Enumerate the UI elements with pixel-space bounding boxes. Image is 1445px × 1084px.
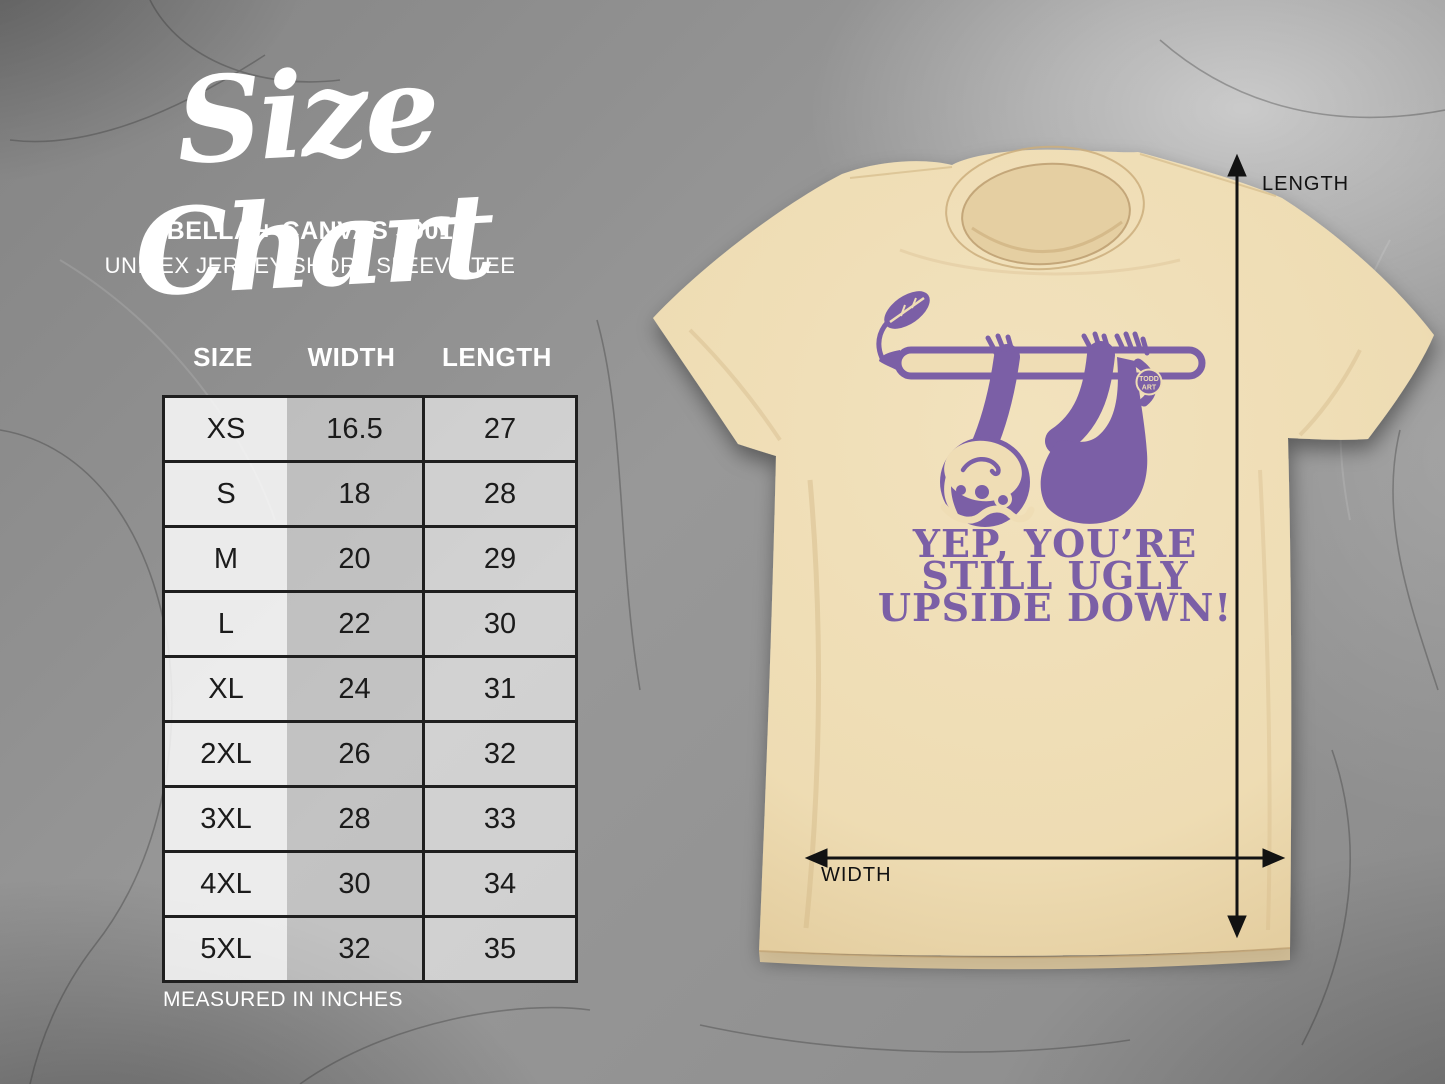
cell-size: L	[165, 593, 287, 655]
sloth-eye-left	[956, 485, 966, 495]
cell-length: 30	[422, 593, 575, 655]
cell-length: 33	[422, 788, 575, 850]
leaf	[884, 291, 930, 329]
badge-text-bottom: ART	[1142, 385, 1157, 392]
sloth-nose	[975, 485, 989, 499]
cell-width: 28	[287, 788, 422, 850]
shirt-slogan-line-1: YEP, YOU’RE	[912, 521, 1197, 566]
hem-fold	[758, 947, 1291, 970]
cell-width: 24	[287, 658, 422, 720]
product-name: BELLA + CANVAS 3001	[166, 217, 454, 245]
length-arrow	[1227, 153, 1247, 939]
collar	[849, 145, 1277, 271]
length-label: LENGTH	[1262, 173, 1350, 195]
cell-length: 32	[422, 723, 575, 785]
cell-width: 16.5	[287, 398, 422, 460]
cell-width: 32	[287, 918, 422, 980]
sloth-graphic: TODD ART YEP, YOU’RE STILL UGLY UPSIDE D…	[876, 291, 1232, 630]
width-arrow	[804, 848, 1286, 868]
table-row: 4XL 30 34	[162, 850, 578, 918]
shirt-slogan-line-3: UPSIDE DOWN!	[878, 585, 1232, 630]
table-row: L 22 30	[162, 590, 578, 658]
cell-length: 27	[422, 398, 575, 460]
cell-width: 18	[287, 463, 422, 525]
cell-length: 31	[422, 658, 575, 720]
cell-size: S	[165, 463, 287, 525]
cell-width: 26	[287, 723, 422, 785]
cell-size: XS	[165, 398, 287, 460]
table-row: 5XL 32 35	[162, 915, 578, 983]
sloth-body	[1040, 357, 1148, 524]
cell-width: 30	[287, 853, 422, 915]
column-header-width: WIDTH	[307, 342, 396, 372]
cell-size: 4XL	[165, 853, 287, 915]
sloth-mouth	[940, 503, 1035, 524]
sloth-claws	[985, 331, 1150, 356]
cell-length: 34	[422, 853, 575, 915]
cell-size: XL	[165, 658, 287, 720]
cell-size: 5XL	[165, 918, 287, 980]
sloth-head	[940, 437, 1035, 527]
cell-size: M	[165, 528, 287, 590]
column-header-length: LENGTH	[442, 342, 552, 372]
brand-badge: TODD ART	[1135, 368, 1163, 396]
cell-size: 3XL	[165, 788, 287, 850]
size-table: XS 16.5 27 S 18 28 M 20 29 L 22 30 XL 24…	[162, 395, 578, 983]
product-subtitle: UNISEX JERSEY SHORT SLEEVE TEE	[104, 253, 516, 278]
badge-text-top: TODD	[1139, 376, 1159, 383]
cell-length: 35	[422, 918, 575, 980]
width-label: WIDTH	[821, 864, 892, 886]
table-row: XL 24 31	[162, 655, 578, 723]
column-header-size: SIZE	[193, 342, 253, 372]
cell-width: 20	[287, 528, 422, 590]
table-row: M 20 29	[162, 525, 578, 593]
shirt-slogan-line-2: STILL UGLY	[921, 553, 1188, 598]
fabric-wrinkles	[688, 248, 1362, 931]
cell-length: 29	[422, 528, 575, 590]
table-footnote: MEASURED IN INCHES	[163, 988, 404, 1011]
shirt-slogan: YEP, YOU’RE STILL UGLY UPSIDE DOWN!	[878, 521, 1232, 630]
sloth-eye-right	[998, 495, 1008, 505]
cell-size: 2XL	[165, 723, 287, 785]
cell-width: 22	[287, 593, 422, 655]
size-table-header: SIZE WIDTH LENGTH	[162, 342, 578, 373]
cell-length: 28	[422, 463, 575, 525]
tshirt-body	[653, 149, 1434, 956]
tshirt-mockup: TODD ART YEP, YOU’RE STILL UGLY UPSIDE D…	[653, 145, 1434, 970]
sloth-arm-right	[1045, 341, 1115, 455]
